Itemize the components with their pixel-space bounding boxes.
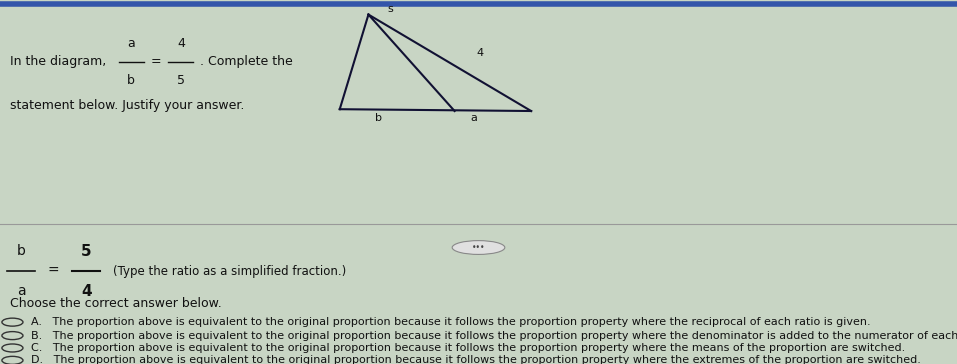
Text: In the diagram,: In the diagram, xyxy=(10,55,106,68)
Text: b: b xyxy=(127,74,135,87)
Text: B.   The proportion above is equivalent to the original proportion because it fo: B. The proportion above is equivalent to… xyxy=(31,331,957,341)
Text: •••: ••• xyxy=(472,243,485,252)
Text: a: a xyxy=(470,113,478,123)
Text: . Complete the: . Complete the xyxy=(200,55,293,68)
Text: a: a xyxy=(16,284,26,298)
Text: a: a xyxy=(127,37,135,50)
Ellipse shape xyxy=(452,241,505,254)
Text: 4: 4 xyxy=(177,37,185,50)
Text: b: b xyxy=(374,113,382,123)
Text: statement below. Justify your answer.: statement below. Justify your answer. xyxy=(10,99,244,112)
Text: b: b xyxy=(16,244,26,258)
Text: 5: 5 xyxy=(80,244,92,259)
Text: C.   The proportion above is equivalent to the original proportion because it fo: C. The proportion above is equivalent to… xyxy=(31,343,905,353)
Text: (Type the ratio as a simplified fraction.): (Type the ratio as a simplified fraction… xyxy=(113,265,346,278)
Text: 4: 4 xyxy=(477,48,484,58)
Text: A.   The proportion above is equivalent to the original proportion because it fo: A. The proportion above is equivalent to… xyxy=(31,317,870,327)
Text: =: = xyxy=(150,55,161,68)
Text: Choose the correct answer below.: Choose the correct answer below. xyxy=(10,297,221,310)
Text: s: s xyxy=(388,4,393,14)
Text: D.   The proportion above is equivalent to the original proportion because it fo: D. The proportion above is equivalent to… xyxy=(31,355,921,364)
Text: 4: 4 xyxy=(80,284,92,299)
Text: 5: 5 xyxy=(177,74,185,87)
Text: =: = xyxy=(48,264,59,278)
